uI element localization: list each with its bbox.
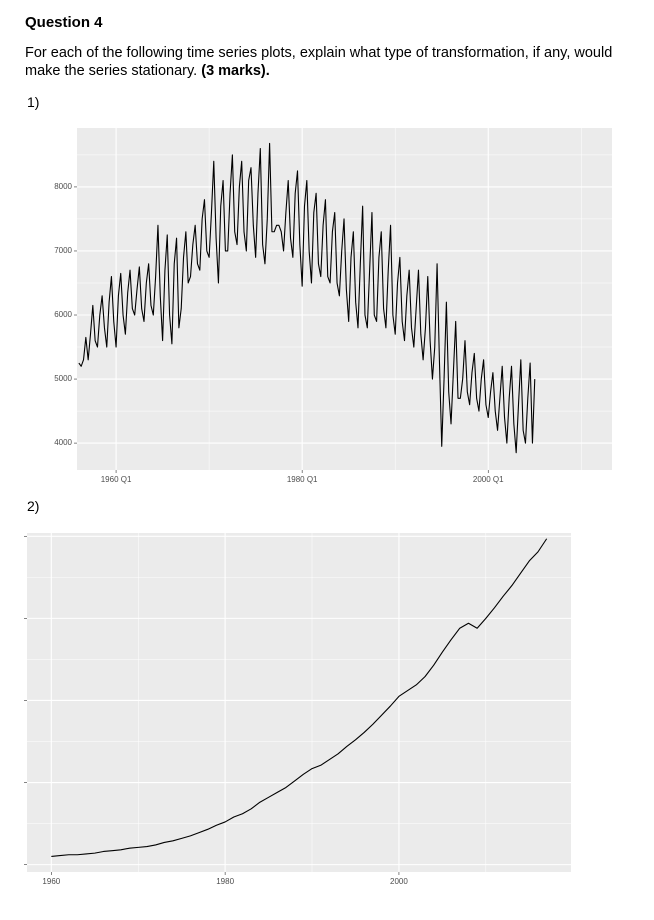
x-tick-label: 2000 bbox=[390, 877, 408, 886]
data-line bbox=[51, 538, 548, 857]
y-tick-label: 8000 bbox=[54, 182, 72, 191]
question-title: Question 4 bbox=[25, 14, 103, 31]
x-tick-label: 1980 Q1 bbox=[287, 475, 318, 484]
marks: (3 marks). bbox=[201, 63, 270, 79]
y-tick-label: 6000 bbox=[54, 310, 72, 319]
x-tick-label: 1960 bbox=[42, 877, 60, 886]
y-tick-label: 5000 bbox=[54, 374, 72, 383]
x-tick-label: 1960 Q1 bbox=[101, 475, 132, 484]
x-tick-label: 1980 bbox=[216, 877, 234, 886]
item-label: 2) bbox=[27, 498, 40, 514]
panel bbox=[27, 533, 571, 872]
y-tick-label: 7000 bbox=[54, 246, 72, 255]
x-tick-label: 2000 Q1 bbox=[473, 475, 504, 484]
question-text: For each of the following time series pl… bbox=[25, 44, 640, 80]
y-tick-label: 4000 bbox=[54, 438, 72, 447]
data-line bbox=[78, 142, 536, 454]
item-label: 1) bbox=[27, 94, 40, 110]
instruction: For each of the following time series pl… bbox=[25, 45, 613, 79]
